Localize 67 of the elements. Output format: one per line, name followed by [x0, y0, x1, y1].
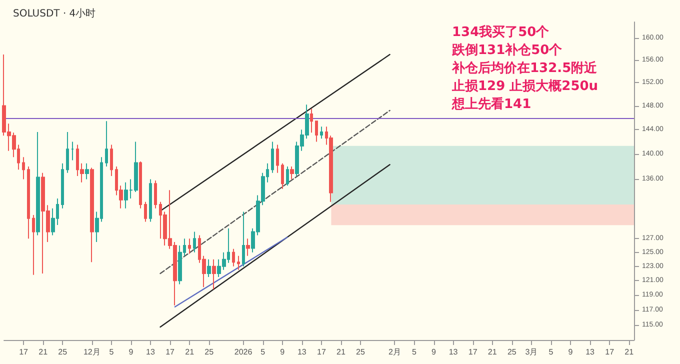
x-tick-label: 21	[38, 348, 48, 356]
x-tick-label: 5	[548, 348, 554, 356]
candlestick	[276, 144, 279, 174]
candlestick	[290, 166, 294, 180]
candlestick	[154, 180, 157, 209]
x-tick-label: 2月	[388, 348, 401, 356]
x-tick-label: 21	[185, 348, 195, 356]
candlestick	[32, 214, 35, 276]
x-tick-label: 9	[568, 348, 574, 356]
candlestick	[246, 238, 250, 256]
x-tick-label: 17	[19, 348, 29, 356]
candlestick	[105, 120, 108, 168]
x-tick-label: 21	[624, 348, 634, 356]
candlestick	[320, 126, 323, 140]
candlestick	[242, 211, 245, 267]
candlestick	[22, 156, 25, 180]
candlestick	[110, 144, 113, 177]
x-tick-label: 21	[488, 348, 498, 356]
x-tick-label: 25	[204, 348, 214, 356]
x-tick-label: 5	[412, 348, 418, 356]
candlestick	[286, 166, 289, 186]
x-tick-label: 3月	[525, 348, 538, 356]
x-tick-label: 13	[297, 348, 307, 356]
x-tick-label: 9	[280, 348, 286, 356]
x-tick-label: 5	[109, 348, 114, 356]
candlestick	[212, 258, 216, 290]
candlestick	[315, 120, 318, 142]
annotation: 想上先看141	[451, 96, 532, 112]
candlestick	[71, 141, 74, 161]
x-tick-label: 25	[58, 348, 68, 356]
candlestick	[149, 178, 152, 222]
x-tick-label: 17	[316, 348, 326, 356]
candlestick	[271, 141, 274, 174]
x-tick-label: 25	[507, 348, 517, 356]
x-tick-label: 2026	[234, 348, 253, 356]
candlestick	[188, 238, 191, 254]
annotation: 跌倒131补仓50个	[451, 42, 564, 58]
candlestick	[281, 162, 284, 190]
candlestick	[237, 255, 240, 270]
x-tick-label: 17	[605, 348, 615, 356]
x-tick-label: 5	[260, 348, 266, 356]
x-tick-label: 13	[448, 348, 458, 356]
candlestick	[310, 108, 313, 134]
candlestick	[36, 131, 40, 236]
candlestick	[139, 161, 142, 209]
annotation: 止损129 止损大概250u	[451, 79, 598, 94]
x-tick-label: 21	[336, 348, 346, 356]
x-tick-label: 25	[356, 348, 366, 356]
candlestick	[193, 231, 196, 253]
candlestick	[27, 166, 30, 240]
candlestick	[207, 258, 211, 278]
x-tick-label: 13	[586, 348, 596, 356]
candlestick	[90, 167, 94, 263]
x-tick-label: 9	[128, 348, 134, 356]
chart-title: SOLUSDT · 4小时	[13, 8, 96, 20]
x-tick-label: 9	[432, 348, 437, 356]
candlestick	[232, 248, 235, 267]
candlestick	[85, 162, 89, 180]
candlestick	[144, 201, 147, 222]
candlestick	[61, 162, 64, 209]
annotation: 补仓后均价在132.5附近	[451, 60, 598, 76]
candlestick	[66, 131, 69, 174]
x-tick-label: 13	[146, 348, 156, 356]
x-tick-label: 17	[166, 348, 176, 356]
x-tick-label: 12月	[83, 348, 100, 356]
annotation: 134我买了50个	[452, 24, 550, 40]
x-tick-label: 17	[468, 348, 478, 356]
